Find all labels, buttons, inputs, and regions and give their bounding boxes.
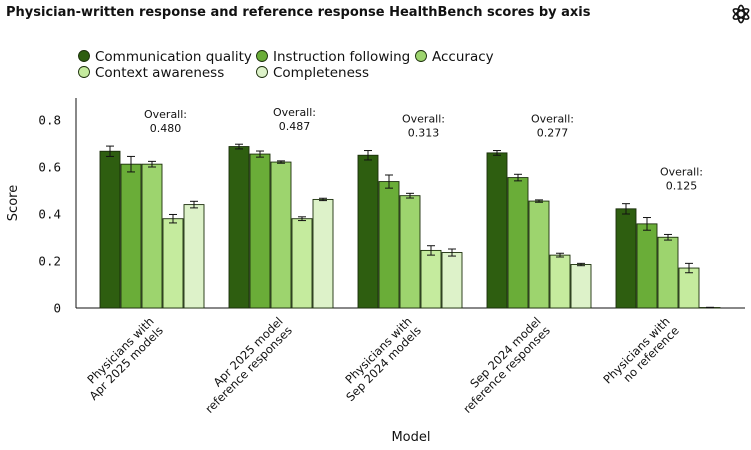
bar-1-4 [636, 223, 658, 309]
bar-4-2 [441, 252, 463, 309]
bar-1-2 [378, 181, 400, 309]
y-axis-title: Score [6, 185, 21, 221]
bar-1-3 [507, 177, 529, 309]
overall-label-1: Overall: [273, 106, 316, 119]
y-tick-label-4: 0.8 [38, 113, 61, 128]
bar-2-0 [141, 163, 163, 309]
x-axis-title: Model [391, 430, 430, 445]
category-label-4: Physicians withno reference [600, 314, 681, 395]
category-label-line-1-1: reference responses [202, 323, 294, 415]
category-label-2: Physicians withSep 2024 models [334, 314, 424, 404]
openai-logo-icon [732, 4, 750, 24]
y-tick-label-3: 0.6 [38, 160, 61, 175]
bar-4-1 [312, 198, 334, 309]
bar-0-0 [99, 150, 121, 309]
legend-label-4: Completeness [273, 65, 369, 81]
legend-marker-3 [78, 66, 90, 78]
legend: Communication quality Instruction followi… [78, 49, 494, 81]
chart-title: Physician-written response and reference… [6, 5, 591, 20]
plot-area: 00.20.40.60.8 Overall:0.480Overall:0.487O… [38, 98, 745, 416]
legend-marker-2 [415, 50, 427, 62]
legend-label-1: Instruction following [273, 49, 410, 65]
bar-2-2 [399, 195, 421, 309]
legend-marker-4 [256, 66, 268, 78]
legend-marker-1 [256, 50, 268, 62]
y-tick-label-2: 0.4 [38, 207, 61, 222]
overall-value-2: 0.313 [408, 127, 440, 140]
bar-2-1 [270, 161, 292, 309]
bar-3-3 [549, 254, 571, 309]
overall-value-4: 0.125 [666, 180, 698, 193]
bar-4-3 [570, 264, 592, 309]
bar-2-4 [657, 236, 679, 309]
bar-1-0 [120, 163, 142, 309]
category-label-1: Apr 2025 modelreference responses [193, 314, 295, 416]
legend-label-0: Communication quality [95, 49, 252, 65]
bar-3-1 [291, 218, 313, 309]
overall-label-4: Overall: [660, 166, 703, 179]
bar-3-2 [420, 249, 442, 309]
overall-value-0: 0.480 [150, 122, 182, 135]
bar-3-0 [162, 218, 184, 309]
category-label-3: Sep 2024 modelreference responses [451, 314, 553, 416]
bar-1-1 [249, 153, 271, 309]
legend-label-2: Accuracy [432, 49, 494, 65]
y-tick-label-0: 0 [53, 301, 61, 316]
bar-3-4 [678, 267, 700, 309]
category-label-line-3-1: reference responses [460, 323, 552, 415]
overall-label-3: Overall: [531, 113, 574, 126]
overall-label-0: Overall: [144, 108, 187, 121]
legend-marker-0 [78, 50, 90, 62]
overall-label-2: Overall: [402, 113, 445, 126]
legend-label-3: Context awareness [95, 65, 224, 81]
bar-0-1 [228, 146, 250, 309]
bar-0-2 [357, 154, 379, 309]
bar-4-0 [183, 204, 205, 309]
bar-0-3 [486, 152, 508, 309]
bar-0-4 [615, 208, 637, 309]
category-label-0: Physicians withApr 2025 models [77, 314, 166, 403]
overall-value-3: 0.277 [537, 127, 569, 140]
bar-2-3 [528, 200, 550, 309]
y-tick-label-1: 0.2 [38, 254, 61, 269]
overall-value-1: 0.487 [279, 120, 311, 133]
